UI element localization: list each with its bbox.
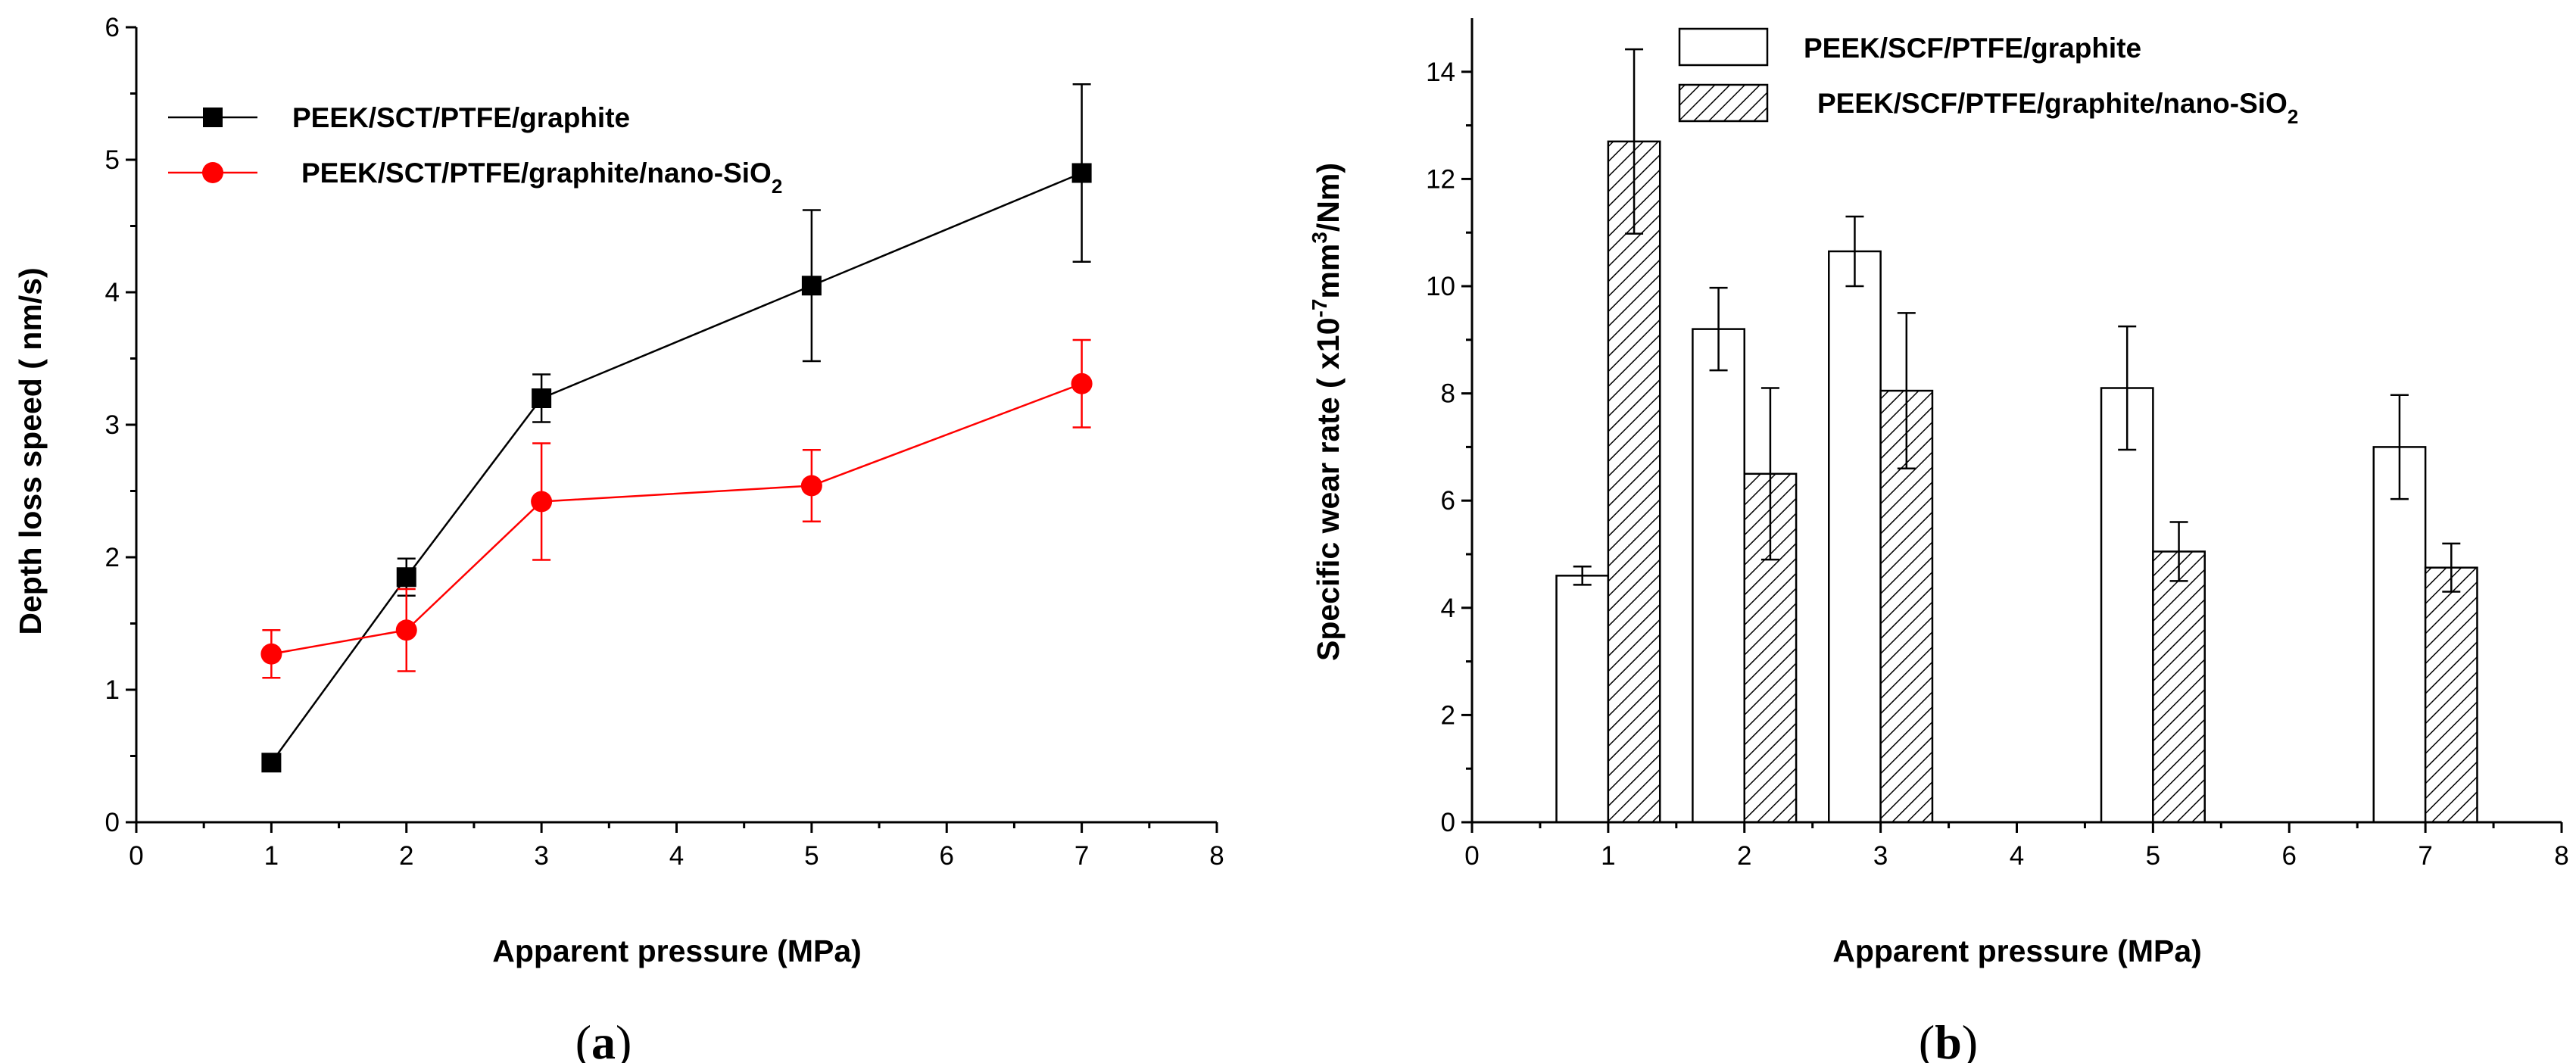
panel-b-y-tick-label: 6	[1441, 486, 1455, 516]
panel-b-y-tick-label: 0	[1441, 808, 1455, 837]
panel-a-x-tick-label: 6	[940, 841, 954, 871]
panel-b-x-tick-label: 0	[1464, 841, 1479, 871]
panel-a-line-chart: 0 1 2 3 4 5 6 7 8 0 1 2 3 4 5 6 Apparent pressure (MPa)…	[13, 13, 1224, 1063]
panel-b-series-1-bar	[1607, 140, 1661, 824]
legend-b-series-0-swatch	[1678, 27, 1769, 67]
panel-b-y-tick-label: 10	[1426, 272, 1455, 301]
panel-a-label: (a)	[575, 1015, 632, 1063]
panel-a-series-0-line	[270, 172, 1083, 763]
panel-b-y-tick-label: 2	[1441, 700, 1455, 730]
panel-a-y-axis-title: Depth loss speed ( nm/s)	[13, 267, 48, 634]
panel-b-series-0-bar	[2372, 446, 2427, 824]
panel-b-series-0-bar	[2100, 387, 2154, 824]
panel-a-x-tick-label: 0	[129, 841, 143, 871]
panel-a-y-tick-label: 5	[105, 145, 120, 175]
panel-b-legend: PEEK/SCF/PTFE/graphite PEEK/SCF/PTFE/gra…	[1678, 27, 2298, 128]
panel-b-x-tick-label: 8	[2554, 841, 2568, 871]
panel-b-x-tick-label: 3	[1873, 841, 1888, 871]
panel-a-series-1-point	[260, 643, 282, 665]
panel-b-label: (b)	[1919, 1015, 1978, 1063]
legend-b-series-1-swatch	[1678, 83, 1769, 123]
legend-a-series-0-label: PEEK/SCT/PTFE/graphite	[292, 102, 630, 133]
legend-b-series-0-label: PEEK/SCF/PTFE/graphite	[1804, 33, 2141, 64]
panel-a-y-tick-label: 6	[105, 13, 120, 42]
panel-b-y-tick-label: 12	[1426, 164, 1455, 194]
panel-b-x-tick-label: 4	[2010, 841, 2024, 871]
panel-a-y-tick-label: 0	[105, 808, 120, 837]
panel-b-series-1-bar	[2424, 566, 2478, 824]
panel-a-series-0-point	[801, 276, 822, 296]
panel-b-x-tick-label: 5	[2146, 841, 2160, 871]
panel-b-x-tick-label: 7	[2418, 841, 2432, 871]
legend-a-series-0-marker	[203, 108, 223, 127]
panel-b-x-tick-label: 2	[1737, 841, 1751, 871]
panel-a-markers	[260, 163, 1093, 773]
legend-b-series-1-label: PEEK/SCF/PTFE/graphite/nano-SiO2	[1817, 88, 2298, 128]
panel-a-series-1-line	[271, 382, 1083, 655]
panel-a-x-tick-label: 5	[804, 841, 819, 871]
panel-a-x-tick-label: 7	[1074, 841, 1089, 871]
panel-a-y-tick-label: 4	[105, 278, 120, 307]
panel-a-series-1-point	[531, 491, 553, 513]
panel-a-ticks: 0 1 2 3 4 5 6 7 8 0 1 2 3 4 5 6	[105, 13, 1224, 871]
panel-a-x-tick-label: 1	[264, 841, 279, 871]
panel-a-x-tick-label: 4	[669, 841, 684, 871]
panel-b-y-tick-label: 14	[1426, 58, 1455, 87]
panel-a-series-0-point	[261, 753, 282, 773]
panel-a-series-0-point	[1071, 163, 1092, 183]
panel-b-series-1-bar	[2152, 550, 2206, 824]
panel-b-series-0-bar	[1692, 328, 1745, 824]
panel-a-y-tick-label: 3	[105, 410, 120, 440]
panel-b-series-0-bar	[1555, 575, 1610, 824]
panel-b-error-bars	[1573, 48, 2461, 593]
panel-a-x-tick-label: 8	[1209, 841, 1224, 871]
panel-a-series-0-point	[532, 388, 552, 408]
panel-a-series-0-point	[396, 567, 416, 588]
panel-b-bars	[1555, 140, 2478, 824]
panel-a-series-1-point	[800, 475, 822, 497]
panel-a-y-tick-label: 1	[105, 675, 120, 705]
panel-a-y-tick-label: 2	[105, 543, 120, 572]
panel-b-series-0-bar	[1828, 250, 1882, 824]
legend-a-series-1-label: PEEK/SCT/PTFE/graphite/nano-SiO2	[301, 157, 782, 198]
panel-a-series-1-point	[1071, 373, 1093, 394]
panel-b-y-axis-title: Specific wear rate ( x10-7mm3/Nm)	[1308, 163, 1346, 661]
panel-b-y-tick-label: 4	[1441, 594, 1455, 623]
panel-b-x-tick-label: 1	[1601, 841, 1615, 871]
panel-a-series-1-point	[395, 619, 417, 641]
panel-a-legend: PEEK/SCT/PTFE/graphite PEEK/SCT/PTFE/gra…	[168, 102, 782, 198]
panel-a-x-tick-label: 2	[399, 841, 413, 871]
panel-a-x-tick-label: 3	[534, 841, 548, 871]
panel-b-x-axis-title: Apparent pressure (MPa)	[1832, 934, 2202, 968]
legend-a-series-1-marker	[202, 162, 223, 183]
panel-a-series-lines	[270, 172, 1083, 763]
panel-a-axes	[135, 27, 1217, 824]
panel-b-x-tick-label: 6	[2282, 841, 2297, 871]
panel-b-y-tick-label: 8	[1441, 379, 1455, 409]
panel-a-x-axis-title: Apparent pressure (MPa)	[492, 934, 862, 968]
